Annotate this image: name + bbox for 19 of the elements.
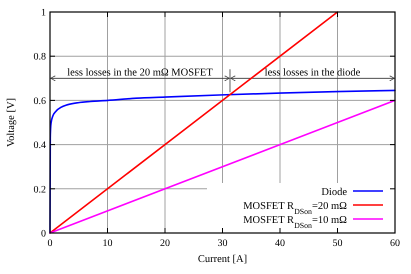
legend-label: MOSFET R$_{DSon}$=20 mΩ [243,201,348,216]
y-axis-title: Voltage [V] [6,98,17,148]
x-axis-title: Current [A] [198,254,248,265]
legend-label: MOSFET R$_{DSon}$=10 mΩ [243,215,348,230]
x-tick-label: 10 [102,238,112,249]
x-tick-label: 30 [218,238,228,249]
legend-label: Diode [321,187,348,198]
x-tick-label: 60 [390,238,400,249]
y-tick-label: 0.4 [34,140,46,152]
y-tick-label: 1 [41,8,46,18]
y-tick-label: 0.8 [34,52,46,63]
x-tick-label: 20 [160,238,170,249]
x-tick-label: 50 [332,238,342,249]
annotation: less losses in the 20 mΩ MOSFET [67,67,214,78]
y-tick-label: 0 [41,228,46,240]
y-tick-label: 0.2 [34,184,46,196]
annotation: less losses in the diode [264,67,361,78]
x-tick-label: 40 [275,238,285,249]
y-tick-label: 0.6 [34,96,46,107]
